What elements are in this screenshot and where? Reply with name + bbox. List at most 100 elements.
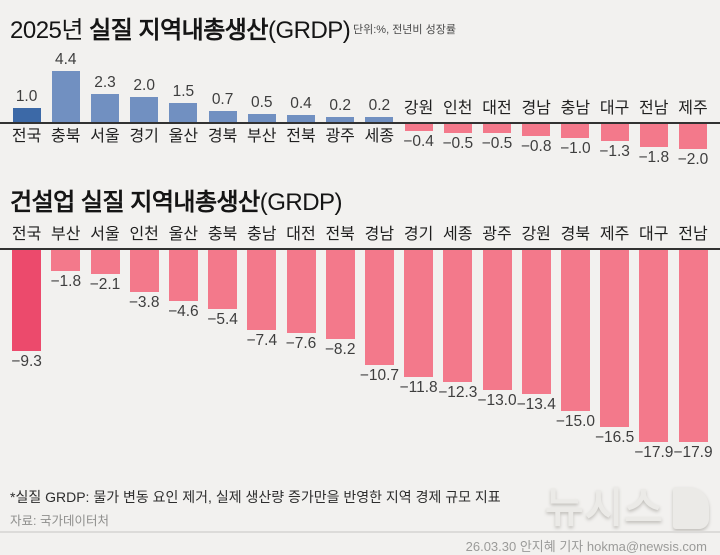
bar-value-label: −4.6: [168, 302, 199, 320]
bar-value-label: −1.8: [638, 148, 670, 166]
bar: [482, 250, 512, 390]
bar-value-label: −16.5: [595, 428, 635, 446]
bar: [443, 250, 473, 383]
bar-value-label: 0.4: [290, 94, 312, 112]
bar: [90, 250, 120, 275]
bar-value-label: −17.9: [634, 443, 674, 461]
bar-category-label: 울산: [168, 128, 199, 145]
footnote: *실질 GRDP: 물가 변동 요인 제거, 실제 생산량 증가만을 반영한 지…: [10, 489, 501, 505]
bar: [679, 124, 707, 149]
bar-value-label: −0.5: [481, 134, 513, 152]
bar-category-label: 인천: [443, 100, 473, 117]
bar-category-label: 경북: [207, 128, 238, 145]
bar: [522, 124, 551, 136]
bar-category-label: 전국: [11, 128, 42, 145]
bar: [247, 250, 277, 331]
bar-category-label: 서울: [90, 128, 120, 145]
newsis-logo-mark-icon: [672, 487, 709, 529]
bar: [639, 124, 668, 147]
bar: [364, 250, 394, 366]
bar: [600, 124, 629, 142]
bar-value-label: −9.3: [11, 352, 42, 370]
construction-grdp-bar-chart: 전국 −9.3 부산 −1.8 서울 −2.1 인천 −3.8 울산 −4.6 충북 −5.4 충남 −7…: [0, 215, 720, 477]
bar-category-label: 전북: [286, 128, 316, 145]
bar: [51, 250, 81, 272]
bar: [208, 111, 237, 122]
source-label: 자료: 국가데이터처: [10, 514, 109, 528]
bar-value-label: −0.5: [442, 134, 474, 152]
bar: [365, 116, 394, 122]
bar-value-label: −1.0: [560, 140, 591, 157]
section2-title-grdp: (GRDP): [259, 189, 343, 216]
bar: [404, 250, 434, 378]
bar-category-label: 경북: [560, 226, 591, 243]
bar-value-label: −15.0: [555, 413, 596, 430]
bar: [326, 116, 355, 122]
bar: [12, 108, 41, 122]
bar: [12, 250, 42, 351]
bar-category-label: 대구: [639, 226, 669, 243]
bar-value-label: −11.8: [399, 379, 438, 397]
bar-value-label: −5.4: [207, 311, 238, 329]
chart1-baseline: [0, 122, 720, 124]
bar-value-label: 0.2: [329, 96, 351, 114]
bar: [443, 124, 472, 133]
bar-value-label: −0.8: [520, 137, 552, 155]
bar: [325, 250, 355, 339]
bar-category-label: 광주: [325, 128, 355, 145]
bar-value-label: −0.4: [403, 133, 434, 151]
bar-category-label: 대구: [599, 100, 630, 117]
byline: 26.03.30 안지혜 기자 hokma@newsis.com: [465, 539, 707, 554]
chart2-baseline: [0, 248, 720, 250]
newsis-logo: 뉴시스: [545, 485, 709, 531]
bar: [639, 250, 669, 442]
title-year: 2025년: [10, 17, 83, 44]
bar: [91, 93, 119, 122]
bar-value-label: −2.0: [677, 151, 709, 168]
bar-category-label: 충북: [51, 128, 81, 145]
bar-category-label: 대전: [286, 226, 316, 243]
page-title: 2025년 실질 지역내총생산(GRDP): [10, 10, 351, 45]
bar-category-label: 울산: [168, 226, 199, 243]
page-header: 2025년 실질 지역내총생산(GRDP): [10, 10, 351, 45]
bar-category-label: 부산: [247, 128, 277, 145]
bar-value-label: 2.0: [133, 77, 155, 94]
bar: [208, 250, 238, 310]
bar-value-label: −2.1: [89, 276, 121, 294]
bar-category-label: 전남: [678, 226, 708, 243]
bar: [247, 113, 276, 122]
bar-value-label: 0.7: [211, 91, 234, 109]
grdp-growth-bar-chart: 전국 1.0 충북 4.4 서울 2.3 경기 2.0 울산 1.5 경북 0.7 부산 0.5 전북 0.4…: [0, 45, 720, 173]
bar-category-label: 강원: [521, 226, 551, 243]
bar-category-label: 경남: [364, 226, 395, 243]
bar-value-label: −12.3: [438, 384, 478, 402]
bar: [483, 124, 511, 133]
bar: [560, 250, 590, 411]
bar-value-label: −13.0: [477, 391, 517, 409]
bar: [600, 250, 630, 427]
bar-category-label: 전남: [639, 100, 669, 117]
bar: [521, 250, 551, 395]
bar-category-label: 세종: [443, 226, 473, 243]
bar-category-label: 충남: [247, 226, 277, 243]
bar: [51, 70, 80, 122]
bar-category-label: 전북: [325, 226, 355, 243]
bar: [169, 102, 198, 122]
bar-value-label: 1.0: [15, 88, 38, 105]
bar-value-label: 2.3: [94, 73, 116, 91]
bar-value-label: −3.8: [128, 294, 160, 312]
bar-category-label: 세종: [364, 128, 395, 145]
bar: [287, 114, 315, 122]
bar-value-label: −10.7: [359, 367, 400, 385]
bar: [129, 250, 159, 293]
bar: [168, 250, 198, 301]
bar-category-label: 부산: [51, 226, 81, 243]
bar-category-label: 대전: [482, 100, 512, 117]
bar-category-label: 경기: [129, 128, 159, 145]
section2-title: 건설업 실질 지역내총생산(GRDP): [10, 182, 343, 217]
bar-value-label: 4.4: [55, 50, 77, 68]
bar-value-label: −1.3: [599, 143, 630, 161]
bar-category-label: 경남: [521, 100, 551, 117]
bar-value-label: −13.4: [516, 396, 556, 414]
